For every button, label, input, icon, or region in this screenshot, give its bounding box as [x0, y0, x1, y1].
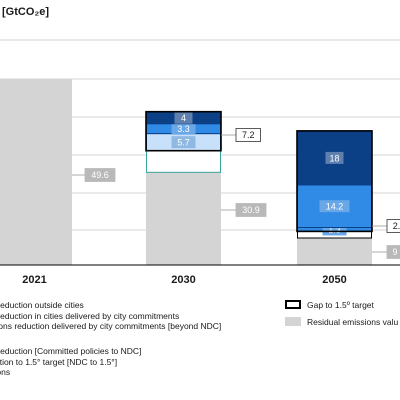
bar-residual: [146, 172, 221, 265]
callout-label: 9: [392, 247, 397, 257]
gap-swatch: [285, 300, 301, 309]
legend-item: ns reduction [Committed policies to NDC]: [0, 346, 142, 356]
legend-residual-label: Residual emissions valu: [307, 316, 399, 327]
data-label-box: [171, 122, 196, 135]
legend-item: ns reduction outside cities: [0, 300, 84, 310]
residual-swatch: [285, 316, 301, 326]
category-label: 2021: [22, 274, 46, 286]
category-label: 2030: [171, 274, 195, 286]
legend-right: Gap to 1.5º target Residual emissions va…: [285, 300, 398, 327]
callout-box: [386, 219, 400, 233]
legend-left: ns reduction outside cities ns reduction…: [0, 300, 221, 332]
data-label-box: [171, 136, 196, 149]
callout-box: [84, 168, 116, 182]
legend-item: ssions: [0, 367, 11, 377]
data-label: 3.3: [177, 124, 190, 134]
legend-item: duction to 1.5° target [NDC to 1.5°]: [0, 356, 118, 367]
callout-box: [235, 128, 261, 142]
legend-item: issions reduction delivered by city comm…: [0, 321, 222, 331]
data-label: 14.2: [326, 202, 344, 212]
data-label: 5.7: [177, 138, 190, 148]
legend-left-secondary: ns reduction [Committed policies to NDC]…: [0, 346, 141, 378]
data-label-box: [325, 151, 344, 164]
callout-box: [386, 245, 400, 259]
legend-item-residual: Residual emissions valu: [285, 316, 399, 328]
legend-item: ns reduction in cities delivered by city…: [0, 310, 180, 321]
callout-box: [235, 203, 267, 217]
bar-residual: [297, 238, 372, 265]
legend-gap-label: Gap to 1.5º target: [307, 300, 374, 310]
callout-label: 7.2: [242, 130, 255, 140]
unit-label: [GtCO₂e]: [2, 6, 50, 18]
bar-residual: [0, 79, 72, 265]
callout-label: 30.9: [242, 205, 260, 215]
data-label: 4: [181, 113, 186, 123]
bar-frame: [296, 130, 373, 233]
data-label-box: [174, 111, 193, 124]
callout-label: 49.6: [91, 170, 109, 180]
legend-item-gap: Gap to 1.5º target: [285, 300, 398, 311]
data-label: 1.3: [328, 225, 341, 235]
data-label-box: [319, 200, 350, 213]
callout-label: 2.: [393, 221, 400, 231]
bar-frame: [145, 110, 222, 152]
category-label: 2050: [322, 274, 346, 286]
data-label: 18: [329, 153, 339, 163]
bar-segment: [146, 150, 221, 173]
